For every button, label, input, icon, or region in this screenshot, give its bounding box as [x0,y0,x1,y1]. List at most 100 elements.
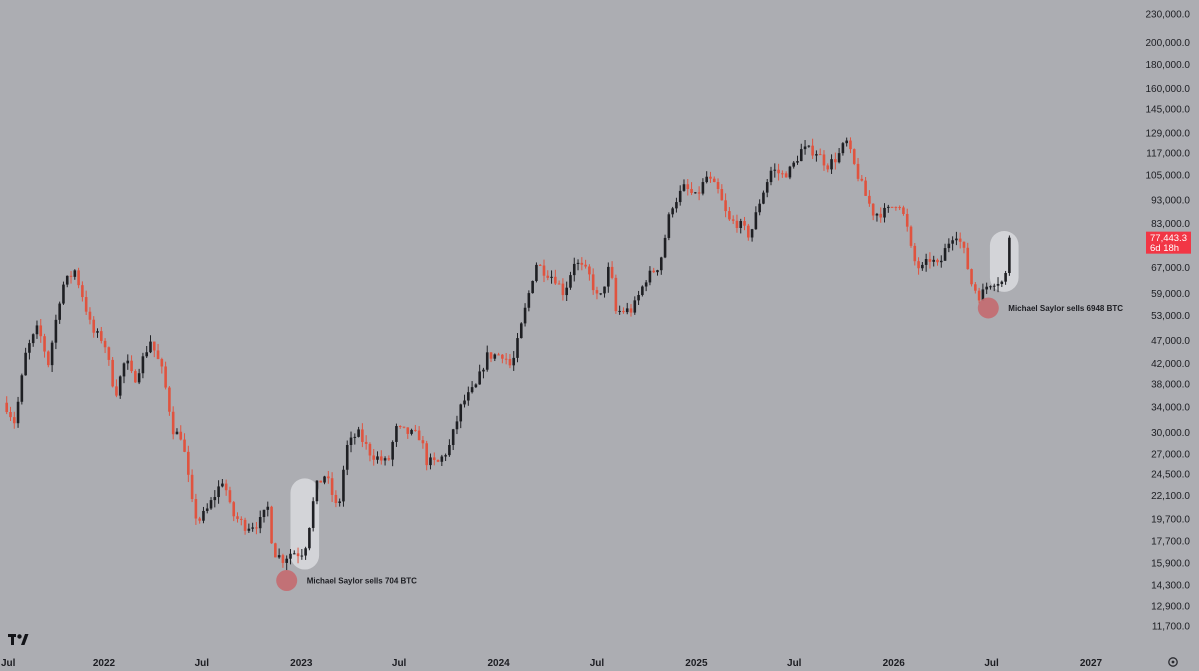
time-axis[interactable]: Jul 2022 Jul 2023 Jul 2024 Jul 2025 Jul 2026 Jul 20… [1,658,1103,669]
candle [141,352,145,379]
candle [478,364,481,385]
candle [591,268,595,295]
candle [701,178,705,196]
candle [796,155,799,165]
last-price-countdown: 6d 18h [1150,243,1179,254]
candle [856,157,860,182]
candle [327,470,330,484]
candle [981,283,985,301]
candle [345,440,349,476]
candle [183,433,186,453]
candle [9,406,12,421]
candle [939,255,943,268]
candle [35,320,39,339]
candle [902,205,905,216]
highlight-box-2 [989,230,1019,292]
last-price-box [1146,231,1191,254]
candle [31,333,35,347]
candle [368,442,372,462]
candle [92,316,96,338]
candle [792,161,796,169]
candle [455,415,459,435]
candle [992,283,996,292]
candle [436,459,440,463]
candle [659,256,663,275]
candle [523,303,527,327]
candle [898,205,901,211]
candle [247,523,251,533]
candle [289,548,292,565]
candle [815,150,818,162]
candle [1000,280,1004,288]
candlestick-series [5,137,1011,571]
candle [16,396,20,428]
candle [421,435,425,449]
x-tick-label: 2026 [883,658,906,669]
candle [236,512,239,523]
candle [894,206,898,211]
candle [137,368,141,385]
candle [372,448,376,466]
candle [84,290,88,316]
candle [958,232,962,249]
candle [694,192,697,194]
candle [974,282,977,294]
candle [607,262,610,293]
candle [977,287,981,304]
candle [743,216,746,231]
candle [527,290,531,312]
candle [406,427,410,439]
settings-gear-icon[interactable] [1168,657,1178,667]
y-tick-label: 117,000.0 [1146,148,1190,159]
candle [429,453,432,470]
candle [588,264,591,281]
candle [213,490,217,508]
candle [277,548,281,559]
y-tick-label: 14,300.0 [1151,580,1190,591]
y-tick-label: 180,000.0 [1146,60,1191,71]
candle [788,165,792,180]
tradingview-logo[interactable] [8,634,29,645]
y-tick-label: 230,000.0 [1146,10,1191,21]
candle [508,354,512,369]
candle [130,355,133,374]
candle [285,555,288,571]
candle [762,190,765,205]
candle [554,269,557,286]
candle [179,425,183,441]
candle [88,307,92,325]
price-axis[interactable]: 230,000.0 200,000.0 180,000.0 160,000.0 145,… [1146,10,1191,633]
candle [864,176,867,196]
candle [485,345,489,372]
y-tick-label: 47,000.0 [1151,336,1190,347]
y-tick-label: 83,000.0 [1151,219,1190,230]
highlight-box-1 [290,478,320,570]
candle [769,166,773,186]
annotation-marker-2 [977,297,999,319]
candle [610,261,614,280]
candle [338,498,341,507]
candle [239,516,243,526]
candle [868,190,871,207]
candle [834,152,837,170]
candle [198,516,201,524]
candle [296,547,300,564]
candle [538,263,542,266]
x-tick-label: Jul [392,658,407,669]
candle [580,257,584,271]
candle [311,497,315,532]
candle [871,203,875,221]
candle [1008,235,1011,276]
x-tick-label: 2024 [487,658,510,669]
candle [145,345,149,359]
candle [599,293,603,296]
candle [107,346,111,366]
candle [126,354,130,370]
candle [837,148,841,164]
candle [697,186,701,201]
candle [20,373,24,405]
x-tick-label: Jul [787,658,802,669]
candle [811,138,814,159]
candle [274,542,277,558]
